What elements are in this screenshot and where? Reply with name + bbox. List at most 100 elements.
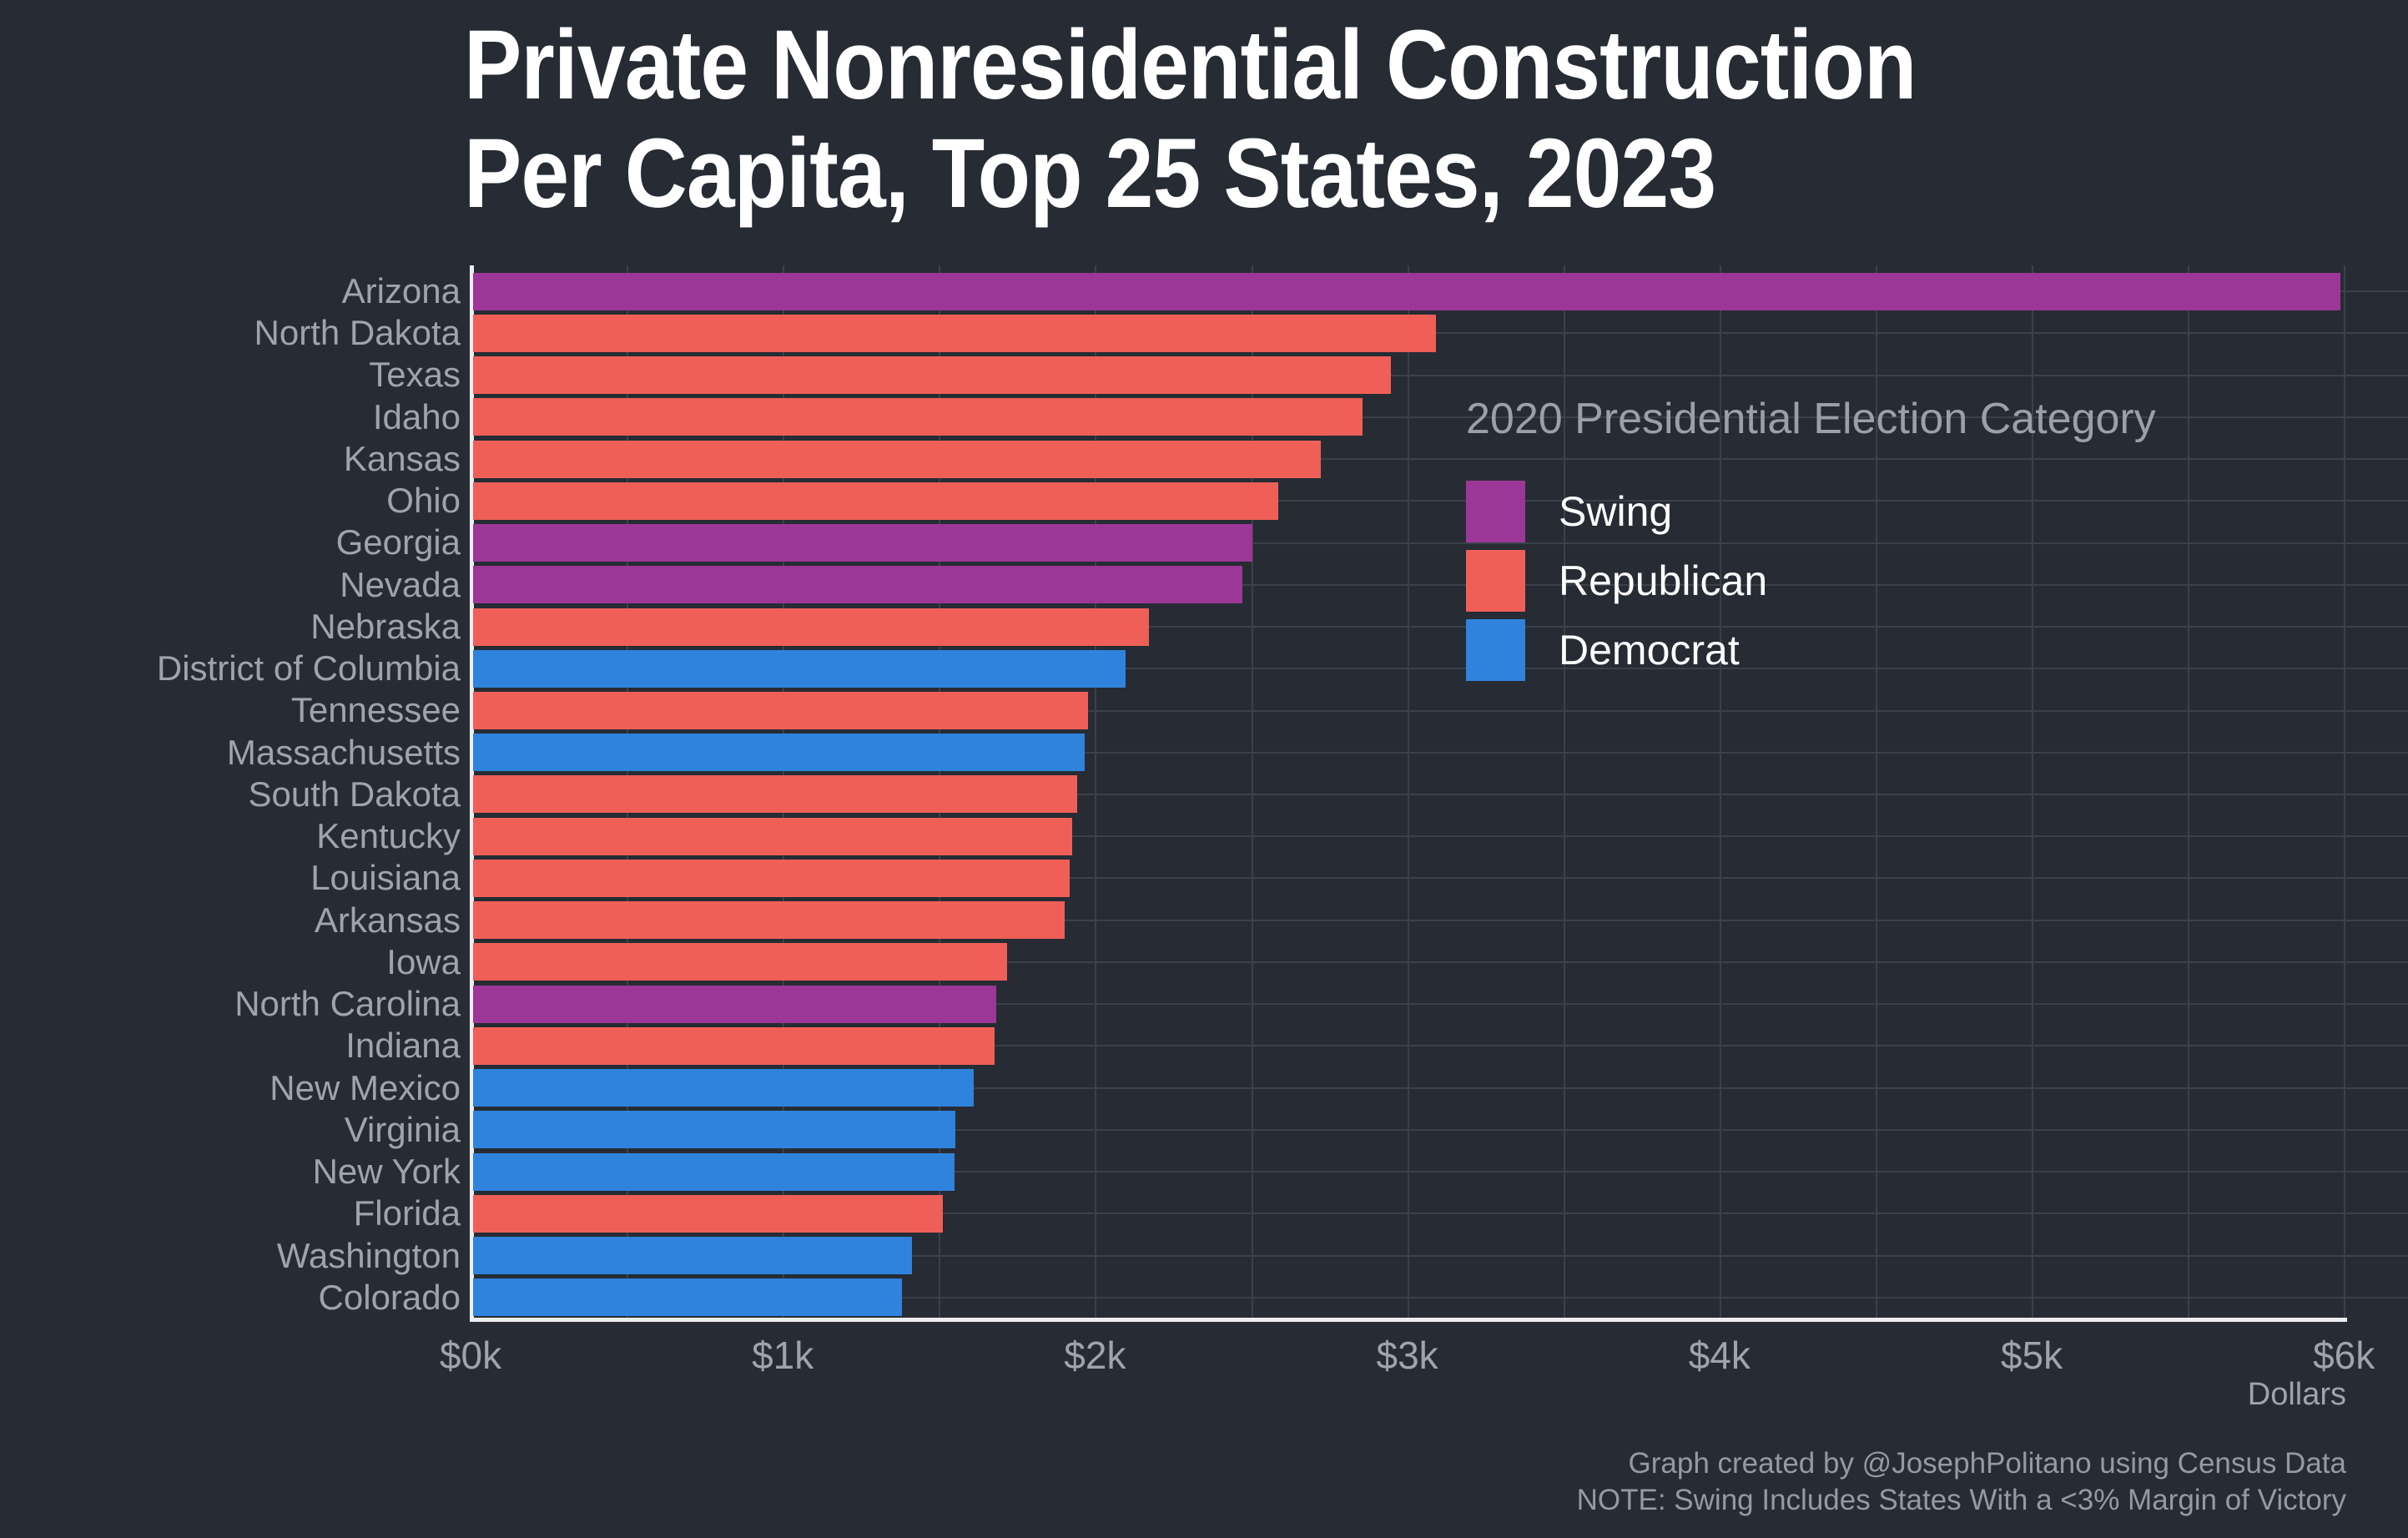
y-label-indiana: Indiana (345, 1026, 461, 1066)
bar-ohio (473, 482, 1279, 520)
bar-south-dakota (473, 775, 1077, 814)
legend-label-republican: Republican (1559, 557, 1768, 604)
legend-swatch-republican (1466, 550, 1525, 612)
bar-north-dakota (473, 314, 1437, 352)
gridline-row-colorado (470, 1296, 2408, 1298)
legend-item-swing: Swing (1466, 481, 2133, 542)
bar-idaho (473, 398, 1363, 436)
bar-district-of-columbia (473, 649, 1126, 688)
gridline-row-district-of-columbia (470, 668, 2408, 670)
gridline-row-new-mexico (470, 1087, 2408, 1089)
chart-title-line2: Per Capita, Top 25 States, 2023 (464, 118, 1716, 229)
bar-georgia (473, 524, 1252, 562)
bar-iowa (473, 943, 1007, 981)
x-tick-2k: $2k (1064, 1334, 1126, 1377)
gridline-5k (2032, 265, 2033, 1322)
gridline-6k (2344, 265, 2346, 1322)
gridline-row-ohio (470, 500, 2408, 502)
gridline-row-iowa (470, 961, 2408, 963)
gridline-row-kansas (470, 458, 2408, 461)
note-line: NOTE: Swing Includes States With a <3% M… (1576, 1484, 2346, 1517)
x-axis-line (470, 1318, 2347, 1322)
bar-florida (473, 1194, 944, 1233)
y-label-virginia: Virginia (344, 1109, 461, 1149)
gridline-row-arkansas (470, 919, 2408, 921)
x-tick-0k: $0k (439, 1334, 502, 1377)
y-label-florida: Florida (353, 1193, 461, 1233)
bar-nebraska (473, 608, 1149, 646)
gridline-row-massachusetts (470, 751, 2408, 754)
y-label-arizona: Arizona (341, 271, 461, 310)
legend-swatch-swing (1466, 481, 1525, 542)
x-tick-3k: $3k (1376, 1334, 1438, 1377)
bar-washington (473, 1237, 912, 1275)
bar-indiana (473, 1026, 995, 1065)
credit-line: Graph created by @JosephPolitano using C… (1628, 1447, 2346, 1480)
bar-north-carolina (473, 985, 996, 1023)
bar-massachusetts (473, 734, 1086, 772)
x-axis-title: Dollars (2247, 1377, 2346, 1412)
gridline-row-nebraska (470, 626, 2408, 628)
y-axis-line (470, 265, 474, 1322)
gridline-row-washington (470, 1254, 2408, 1257)
gridline-4.5k (1875, 265, 1877, 1322)
y-label-colorado: Colorado (318, 1277, 461, 1317)
y-label-north-carolina: North Carolina (234, 984, 461, 1024)
gridline-row-north-carolina (470, 1003, 2408, 1006)
y-label-ohio: Ohio (386, 481, 461, 521)
bar-arkansas (473, 901, 1065, 940)
chart-title: Private Nonresidential Construction Per … (464, 10, 1917, 229)
y-label-iowa: Iowa (386, 941, 461, 981)
gridline-row-idaho (470, 416, 2408, 418)
y-label-kentucky: Kentucky (316, 816, 461, 856)
y-label-new-york: New York (312, 1152, 461, 1192)
legend-swatch-democrat (1466, 619, 1525, 681)
bar-kentucky (473, 817, 1073, 855)
gridline-5.5k (2188, 265, 2190, 1322)
y-label-idaho: Idaho (372, 396, 461, 436)
y-label-kansas: Kansas (343, 438, 461, 478)
x-tick-6k: $6k (2313, 1334, 2375, 1377)
y-label-texas: Texas (369, 355, 461, 395)
gridline-row-virginia (470, 1128, 2408, 1131)
chart-title-line1: Private Nonresidential Construction (464, 10, 1917, 120)
x-tick-5k: $5k (2000, 1334, 2063, 1377)
y-label-south-dakota: South Dakota (248, 774, 461, 814)
bar-nevada (473, 566, 1243, 604)
bar-arizona (473, 272, 2340, 310)
legend-title: 2020 Presidential Election Category (1466, 395, 2156, 443)
y-label-nevada: Nevada (340, 564, 461, 604)
bar-tennessee (473, 692, 1089, 729)
gridline-row-tennessee (470, 709, 2408, 712)
legend-label-democrat: Democrat (1559, 627, 1740, 673)
bar-louisiana (473, 859, 1070, 897)
y-label-georgia: Georgia (335, 522, 461, 562)
gridline-3k (1407, 265, 1409, 1322)
gridline-2.5k (1251, 265, 1253, 1322)
x-tick-4k: $4k (1688, 1334, 1751, 1377)
gridline-row-south-dakota (470, 794, 2408, 795)
y-label-tennessee: Tennessee (290, 690, 461, 730)
legend-item-republican: Republican (1466, 550, 2133, 612)
y-label-washington: Washington (276, 1235, 461, 1275)
gridline-row-kentucky (470, 835, 2408, 838)
gridline-row-louisiana (470, 877, 2408, 880)
bar-new-mexico (473, 1069, 975, 1107)
y-label-arkansas: Arkansas (314, 900, 461, 940)
gridline-row-north-dakota (470, 332, 2408, 335)
gridline-row-indiana (470, 1045, 2408, 1047)
y-label-new-mexico: New Mexico (270, 1067, 461, 1107)
legend-label-swing: Swing (1559, 488, 1673, 535)
gridline-2k (1095, 265, 1097, 1322)
y-label-louisiana: Louisiana (310, 858, 461, 898)
gridline-row-georgia (470, 542, 2408, 544)
gridline-row-texas (470, 374, 2408, 376)
gridline-row-new-york (470, 1171, 2408, 1173)
gridline-4k (1719, 265, 1721, 1322)
bar-colorado (473, 1278, 903, 1317)
y-label-massachusetts: Massachusetts (226, 732, 461, 772)
bar-kansas (473, 440, 1321, 478)
y-label-nebraska: Nebraska (310, 606, 461, 646)
y-label-north-dakota: North Dakota (254, 313, 461, 353)
